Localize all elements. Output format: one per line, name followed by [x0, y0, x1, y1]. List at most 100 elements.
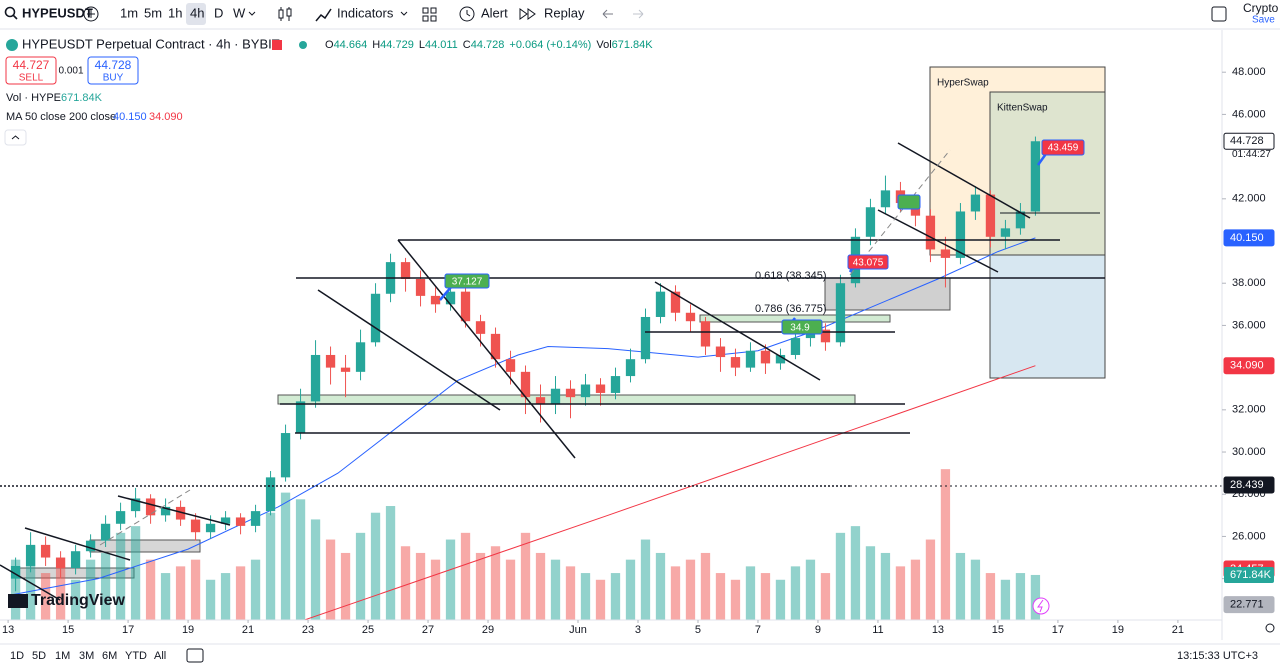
volume-bar [205, 579, 216, 620]
range-button[interactable]: 3M [79, 650, 94, 662]
collapse-legend[interactable] [4, 129, 27, 146]
add-symbol-icon [87, 10, 95, 18]
date-range-icon[interactable] [186, 648, 204, 663]
alert-button[interactable]: Alert [481, 5, 508, 20]
settings[interactable] [1265, 623, 1275, 633]
y-tick-label: 26.000 [1232, 530, 1266, 542]
symbol[interactable]: HYPEUSDT [22, 5, 93, 20]
chevron[interactable] [248, 11, 256, 16]
x-tick-label: 3 [635, 624, 641, 636]
candle-body [10, 565, 21, 579]
candle-body [40, 544, 51, 558]
undo[interactable] [602, 9, 613, 19]
volume-bar [355, 532, 366, 620]
range-button[interactable]: 5D [32, 650, 46, 662]
volume-bar [970, 559, 981, 620]
price-badge-label: 22.771 [1230, 598, 1264, 610]
moving-averages [8, 237, 1036, 620]
candle-body [700, 321, 711, 347]
interval-button[interactable]: 1h [168, 5, 182, 20]
indicators-button[interactable]: Indicators [337, 5, 394, 20]
indicators-icon [315, 8, 332, 22]
volume-bar [400, 546, 411, 620]
candle-body [985, 194, 996, 237]
price-badge-label: 44.728 [1230, 135, 1264, 147]
candle-body [355, 342, 366, 372]
fullscreen[interactable] [1211, 6, 1227, 22]
candle-body [130, 498, 141, 512]
search-icon[interactable] [4, 6, 16, 18]
candle-body [400, 262, 411, 279]
range-button[interactable]: 6M [102, 650, 117, 662]
logo-icon [8, 594, 28, 608]
candle-body [685, 312, 696, 322]
volume-legend-value: 671.84K [61, 92, 103, 104]
volume-bar [430, 559, 441, 620]
range-button[interactable]: All [154, 650, 166, 662]
tag-label: 43.459 [1048, 143, 1079, 154]
volume-bar [40, 573, 51, 620]
candle-body [745, 350, 756, 368]
sell-button[interactable] [5, 56, 57, 85]
candle-body [1015, 211, 1026, 229]
layout-name[interactable]: Crypto [1243, 1, 1279, 15]
flag[interactable] [272, 40, 282, 50]
interval-button[interactable]: 4h [190, 5, 204, 20]
candle-body [85, 540, 96, 552]
volume-bar [670, 566, 681, 620]
clock: 13:15:33 UTC+3 [1177, 650, 1258, 662]
volume-bar [310, 519, 321, 620]
ohlc-value: 671.84K [612, 39, 654, 51]
interval-button[interactable]: 1m [120, 5, 138, 20]
volume-bar [1030, 574, 1041, 620]
save-button[interactable]: Save [1252, 15, 1275, 26]
price-badge-label: 28.439 [1230, 479, 1264, 491]
chevron[interactable] [400, 11, 408, 16]
candle-body [550, 388, 561, 404]
candle-body [790, 338, 801, 355]
volume-bar [685, 559, 696, 620]
ohlc-label: H [372, 39, 380, 51]
series-title: HYPEUSDT Perpetual Contract · 4h · BYBIT [22, 36, 280, 51]
box-label: KittenSwap [997, 103, 1048, 114]
candle-body [430, 295, 441, 305]
volume-bar [715, 573, 726, 620]
volume-badge-label: 671.84K [1230, 569, 1272, 581]
redo[interactable] [633, 9, 644, 19]
volume-bar [520, 532, 531, 620]
range-button[interactable]: 1M [55, 650, 70, 662]
volume-bar [985, 573, 996, 620]
candle-body [970, 194, 981, 212]
interval-button[interactable]: 5m [144, 5, 162, 20]
lightning-button[interactable] [1032, 597, 1050, 615]
candle-body [595, 384, 606, 393]
candle-body [340, 367, 351, 372]
candle-body [70, 551, 81, 569]
volume-bar [700, 552, 711, 620]
x-tick-label: 5 [695, 624, 701, 636]
candle-body [265, 477, 276, 512]
tag [781, 319, 823, 335]
range-button[interactable]: YTD [125, 650, 147, 662]
price-badge-label: 40.150 [1230, 232, 1264, 244]
layout-icon[interactable] [422, 7, 437, 22]
volume-bar [625, 559, 636, 620]
volume-bar [580, 573, 591, 620]
range-button[interactable]: 1D [10, 650, 24, 662]
candle-body [1000, 228, 1011, 237]
ma200-line [302, 365, 1036, 620]
candle-body [760, 350, 771, 364]
replay-button[interactable]: Replay [544, 5, 585, 20]
trendline [897, 142, 1031, 219]
trendline [317, 289, 501, 411]
buy-button[interactable] [87, 56, 139, 85]
market-status [299, 41, 307, 49]
interval-button[interactable]: D [214, 5, 223, 20]
interval-button[interactable]: W [233, 5, 246, 20]
add-symbol[interactable] [83, 6, 99, 22]
layout-icon-cell [422, 15, 429, 22]
volume-bar [880, 552, 891, 620]
ma50-legend-value: 40.150 [113, 111, 147, 123]
legend: HYPEUSDT Perpetual Contract · 4h · BYBIT… [4, 36, 654, 146]
